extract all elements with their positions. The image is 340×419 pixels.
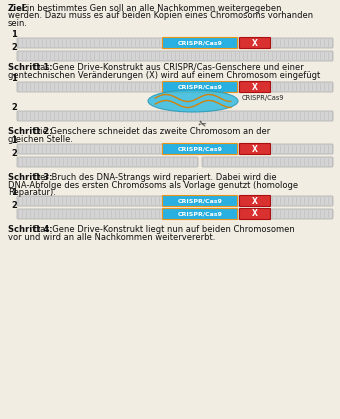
- Text: CRISPR/Cas9: CRISPR/Cas9: [242, 95, 285, 101]
- FancyBboxPatch shape: [17, 196, 333, 206]
- FancyBboxPatch shape: [17, 51, 333, 61]
- FancyBboxPatch shape: [17, 144, 333, 154]
- FancyBboxPatch shape: [17, 38, 333, 48]
- FancyBboxPatch shape: [163, 196, 238, 207]
- FancyBboxPatch shape: [17, 157, 198, 167]
- FancyBboxPatch shape: [239, 209, 271, 220]
- Text: 2: 2: [11, 103, 17, 112]
- FancyBboxPatch shape: [163, 143, 238, 155]
- Text: gleichen Stelle.: gleichen Stelle.: [8, 134, 73, 143]
- FancyBboxPatch shape: [163, 82, 238, 93]
- Text: gentechnischen Veränderungen (X) wird auf einem Chromosom eingefügt: gentechnischen Veränderungen (X) wird au…: [8, 70, 320, 80]
- FancyBboxPatch shape: [239, 37, 271, 49]
- Text: X: X: [252, 39, 258, 47]
- Text: X: X: [252, 197, 258, 205]
- Text: CRISPR/Cas9: CRISPR/Cas9: [177, 85, 222, 90]
- Ellipse shape: [148, 90, 238, 112]
- FancyBboxPatch shape: [17, 82, 333, 92]
- Text: 2: 2: [11, 201, 17, 210]
- FancyBboxPatch shape: [163, 37, 238, 49]
- Text: Die Genschere schneidet das zweite Chromosom an der: Die Genschere schneidet das zweite Chrom…: [31, 127, 270, 136]
- FancyBboxPatch shape: [163, 209, 238, 220]
- Text: ✂: ✂: [197, 118, 207, 130]
- Text: Schritt 4:: Schritt 4:: [8, 225, 53, 234]
- Text: Das Gene Drive-Konstrukt liegt nun auf beiden Chromosomen: Das Gene Drive-Konstrukt liegt nun auf b…: [31, 225, 295, 234]
- Text: Schritt 2:: Schritt 2:: [8, 127, 53, 136]
- Text: 1: 1: [11, 30, 17, 39]
- Text: X: X: [252, 83, 258, 91]
- Text: Reparatur).: Reparatur).: [8, 188, 56, 197]
- Text: CRISPR/Cas9: CRISPR/Cas9: [177, 212, 222, 217]
- Text: CRISPR/Cas9: CRISPR/Cas9: [177, 147, 222, 152]
- Text: 1: 1: [11, 74, 17, 83]
- Text: Ziel:: Ziel:: [8, 4, 29, 13]
- Text: DNA-Abfolge des ersten Chromosoms als Vorlage genutzt (homologe: DNA-Abfolge des ersten Chromosoms als Vo…: [8, 181, 298, 189]
- Text: Der Bruch des DNA-Strangs wird repariert. Dabei wird die: Der Bruch des DNA-Strangs wird repariert…: [31, 173, 277, 182]
- Text: CRISPR/Cas9: CRISPR/Cas9: [177, 199, 222, 204]
- Text: X: X: [252, 145, 258, 153]
- Text: CRISPR/Cas9: CRISPR/Cas9: [177, 41, 222, 46]
- Text: Schritt 1:: Schritt 1:: [8, 63, 53, 72]
- Text: Schritt 3:: Schritt 3:: [8, 173, 52, 182]
- Text: 2: 2: [11, 149, 17, 158]
- FancyBboxPatch shape: [239, 196, 271, 207]
- Text: 1: 1: [11, 188, 17, 197]
- Text: 1: 1: [11, 136, 17, 145]
- Text: Das Gene Drive-Konstrukt aus CRISPR/Cas-Genschere und einer: Das Gene Drive-Konstrukt aus CRISPR/Cas-…: [31, 63, 304, 72]
- FancyBboxPatch shape: [239, 82, 271, 93]
- Text: sein.: sein.: [8, 19, 28, 28]
- FancyBboxPatch shape: [239, 143, 271, 155]
- FancyBboxPatch shape: [17, 209, 333, 219]
- FancyBboxPatch shape: [202, 157, 333, 167]
- Text: Ein bestimmtes Gen soll an alle Nachkommen weitergegeben: Ein bestimmtes Gen soll an alle Nachkomm…: [19, 4, 282, 13]
- Text: X: X: [252, 210, 258, 218]
- Text: werden. Dazu muss es auf beiden Kopien eines Chromosoms vorhanden: werden. Dazu muss es auf beiden Kopien e…: [8, 11, 313, 21]
- Text: 2: 2: [11, 43, 17, 52]
- FancyBboxPatch shape: [17, 111, 333, 121]
- Text: vor und wird an alle Nachkommen weitervererbt.: vor und wird an alle Nachkommen weiterve…: [8, 233, 215, 241]
